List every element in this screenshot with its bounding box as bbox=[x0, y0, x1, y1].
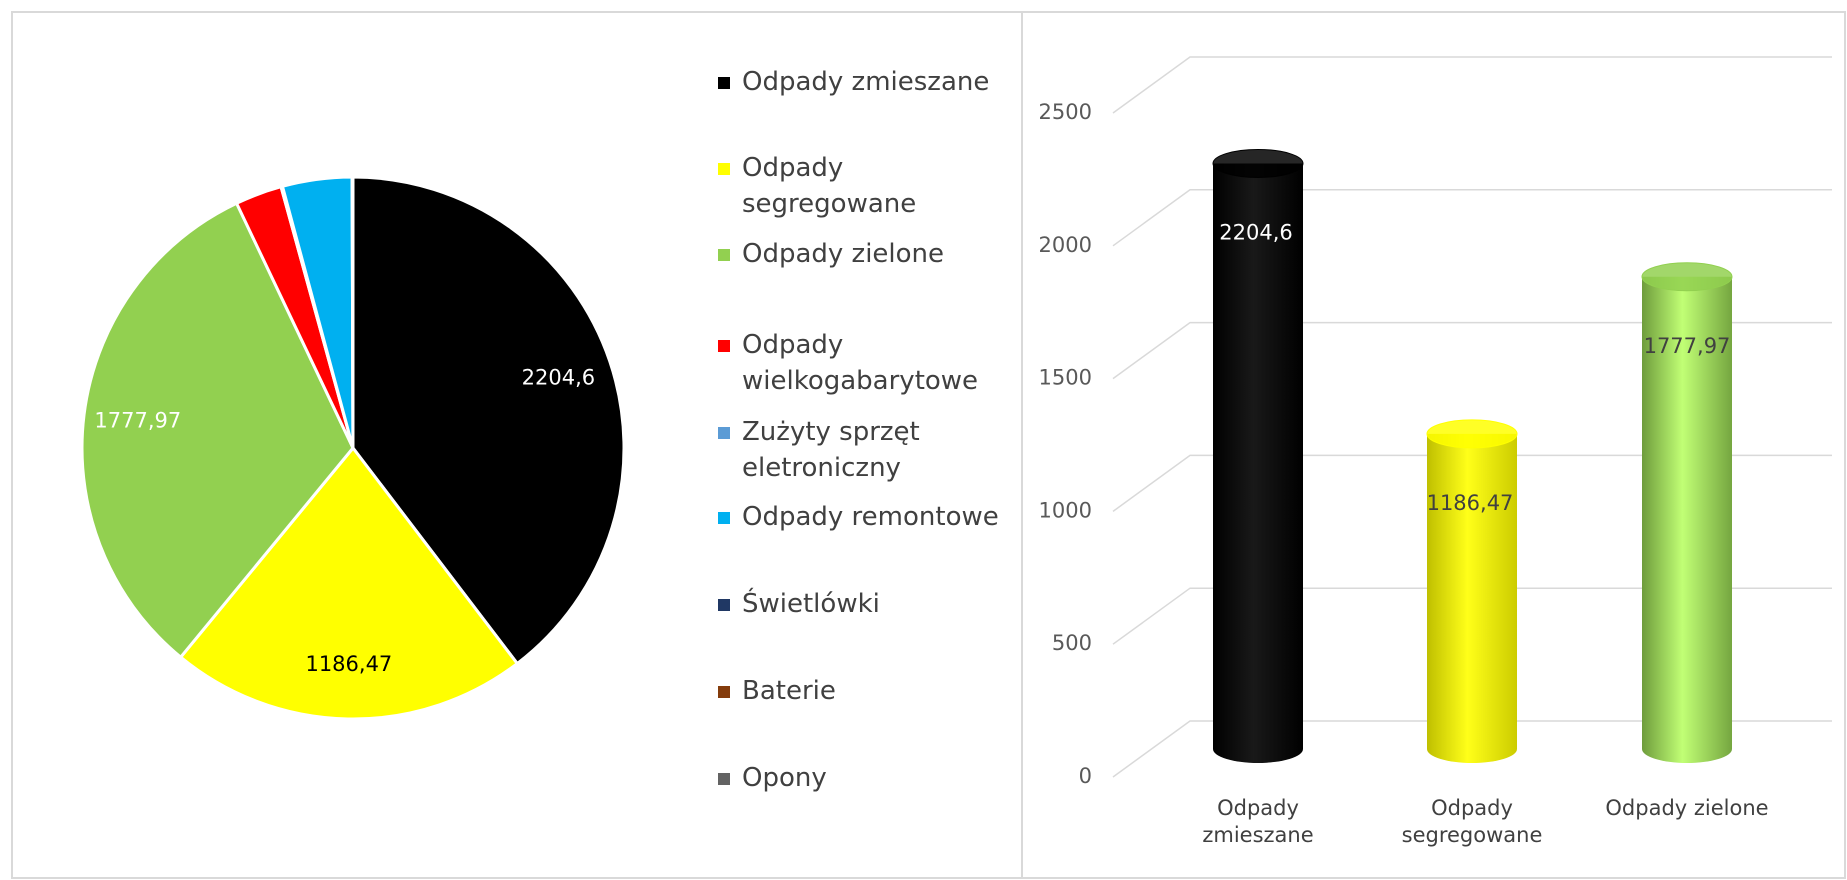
bar-top bbox=[1426, 419, 1518, 449]
legend-marker bbox=[718, 340, 730, 352]
pie-slice bbox=[178, 445, 520, 721]
legend-entry-text: Odpady zielone bbox=[742, 239, 945, 269]
legend-entry-text: Baterie bbox=[742, 676, 836, 706]
x-tick-label: Odpady segregowane bbox=[1382, 795, 1562, 849]
legend-entry-text: Odpady remontowe bbox=[742, 502, 999, 532]
legend-entry: Świetlówki bbox=[718, 586, 1018, 622]
y-tick-label: 500 bbox=[1052, 631, 1092, 655]
legend-entry: Opony bbox=[718, 760, 1018, 796]
legend-entry-text: Odpady segregowane bbox=[742, 153, 917, 219]
y-tick-label: 2000 bbox=[1039, 233, 1092, 257]
legend-entry: Odpady remontowe bbox=[718, 499, 1018, 535]
slice-label: 1777,97 bbox=[94, 408, 181, 432]
legend-entry-text: Świetlówki bbox=[742, 589, 880, 619]
legend-marker bbox=[718, 249, 730, 261]
grid-line bbox=[1112, 720, 1832, 778]
legend-entry: Odpady zielone bbox=[718, 236, 1018, 272]
legend-entry: Odpady segregowane bbox=[718, 150, 1018, 222]
legend-marker bbox=[718, 686, 730, 698]
grid-line bbox=[1112, 587, 1832, 645]
bar-top bbox=[1212, 148, 1304, 178]
bar-label: 1777,97 bbox=[1644, 334, 1731, 358]
legend-entry-text: Odpady wielkogabarytowe bbox=[742, 330, 979, 396]
bar-label: 2204,6 bbox=[1219, 220, 1292, 244]
y-tick-label: 2500 bbox=[1039, 100, 1092, 124]
frame bbox=[11, 11, 1846, 879]
pie-slice bbox=[351, 175, 626, 666]
grid-line bbox=[1112, 454, 1832, 513]
legend-entry: Odpady zmieszane bbox=[718, 64, 1018, 100]
legend-marker bbox=[718, 163, 730, 175]
legend-marker bbox=[718, 599, 730, 611]
y-tick-label: 1000 bbox=[1039, 498, 1092, 522]
y-tick-label: 0 bbox=[1079, 764, 1092, 788]
legend-entry-text: Odpady zmieszane bbox=[742, 67, 990, 97]
x-tick-label: Odpady zmieszane bbox=[1168, 795, 1348, 849]
legend-entry: Odpady wielkogabarytowe bbox=[718, 327, 1018, 399]
legend-marker bbox=[718, 773, 730, 785]
y-tick-label: 1500 bbox=[1039, 366, 1092, 390]
x-tick-label: Odpady zielone bbox=[1597, 795, 1777, 822]
legend-marker bbox=[718, 427, 730, 439]
legend-marker bbox=[718, 512, 730, 524]
legend-entry-text: Zużyty sprzęt eletroniczny bbox=[742, 417, 920, 483]
grid-line bbox=[1112, 56, 1832, 114]
slice-label: 2204,6 bbox=[522, 366, 595, 390]
legend-entry-text: Opony bbox=[742, 763, 827, 793]
bar bbox=[1427, 433, 1517, 763]
x-tick-label-text: Odpady zielone bbox=[1605, 796, 1769, 820]
legend-entry: Baterie bbox=[718, 673, 1018, 709]
legend-marker bbox=[718, 77, 730, 89]
x-tick-label-text: Odpady zmieszane bbox=[1202, 796, 1314, 847]
grid-line bbox=[1112, 189, 1832, 247]
slice-label: 1186,47 bbox=[305, 652, 392, 676]
bar bbox=[1213, 163, 1303, 763]
bar-label: 1186,47 bbox=[1427, 491, 1514, 515]
x-tick-label-text: Odpady segregowane bbox=[1401, 796, 1543, 847]
bar-top bbox=[1641, 262, 1733, 292]
legend-entry: Zużyty sprzęt eletroniczny bbox=[718, 414, 1018, 486]
bar bbox=[1642, 276, 1732, 763]
grid-line bbox=[1112, 321, 1832, 380]
pie-slice bbox=[80, 201, 355, 660]
